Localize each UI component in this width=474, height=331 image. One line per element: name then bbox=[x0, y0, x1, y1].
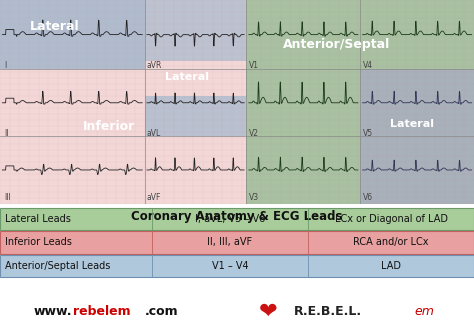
Text: II, III, aVF: II, III, aVF bbox=[207, 237, 253, 248]
Text: Anterior/Septal Leads: Anterior/Septal Leads bbox=[5, 261, 110, 271]
Text: LAD: LAD bbox=[381, 261, 401, 271]
Text: Coronary Anatomy & ECG Leads: Coronary Anatomy & ECG Leads bbox=[131, 210, 343, 223]
Bar bbox=[145, 0, 246, 61]
Text: ❤: ❤ bbox=[258, 302, 277, 322]
Bar bbox=[246, 0, 474, 204]
Text: aVF: aVF bbox=[147, 193, 161, 202]
Text: II: II bbox=[5, 129, 9, 138]
Text: V4: V4 bbox=[363, 61, 373, 70]
Text: R.E.B.E.L.: R.E.B.E.L. bbox=[294, 306, 362, 318]
Text: V1: V1 bbox=[249, 61, 259, 70]
Bar bbox=[145, 96, 246, 136]
Text: Anterior/Septal: Anterior/Septal bbox=[283, 38, 390, 51]
Text: V5: V5 bbox=[363, 129, 373, 138]
Text: LCx or Diagonal of LAD: LCx or Diagonal of LAD bbox=[335, 214, 447, 224]
Bar bbox=[0, 208, 474, 230]
Text: V6: V6 bbox=[363, 193, 373, 202]
Text: rebelem: rebelem bbox=[73, 306, 131, 318]
Text: .com: .com bbox=[145, 306, 178, 318]
Text: www.: www. bbox=[33, 306, 72, 318]
Bar bbox=[0, 255, 474, 277]
Text: V2: V2 bbox=[249, 129, 259, 138]
Text: III: III bbox=[5, 193, 11, 202]
Bar bbox=[0, 231, 474, 254]
Text: RCA and/or LCx: RCA and/or LCx bbox=[353, 237, 429, 248]
Text: Lateral: Lateral bbox=[30, 20, 79, 33]
Text: V1 – V4: V1 – V4 bbox=[211, 261, 248, 271]
Text: I: I bbox=[5, 61, 7, 70]
Bar bbox=[0, 0, 145, 69]
Text: Inferior: Inferior bbox=[83, 120, 135, 133]
Text: aVL: aVL bbox=[147, 129, 161, 138]
Text: V3: V3 bbox=[249, 193, 259, 202]
Text: Lateral: Lateral bbox=[391, 119, 434, 129]
Text: I, aVL, V5 – V6: I, aVL, V5 – V6 bbox=[195, 214, 265, 224]
Text: aVR: aVR bbox=[147, 61, 162, 70]
Text: Lateral Leads: Lateral Leads bbox=[5, 214, 71, 224]
Text: Inferior Leads: Inferior Leads bbox=[5, 237, 72, 248]
Text: em: em bbox=[415, 306, 435, 318]
Text: Lateral: Lateral bbox=[165, 72, 209, 82]
Bar bbox=[360, 69, 474, 204]
